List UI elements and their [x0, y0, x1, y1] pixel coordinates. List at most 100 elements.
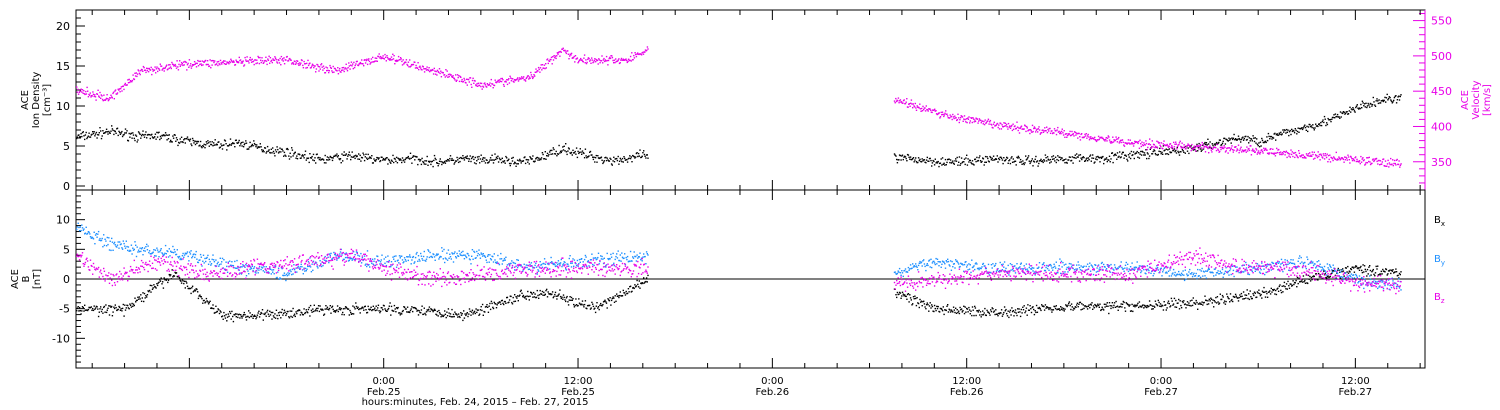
bx-point: [898, 293, 900, 295]
velocity-point: [112, 91, 115, 93]
velocity-point: [589, 60, 591, 62]
bx-point: [277, 312, 280, 314]
bx-point: [592, 303, 594, 305]
by-point: [92, 238, 95, 240]
bx-point: [519, 290, 522, 293]
velocity-point: [983, 123, 986, 126]
velocity-point: [588, 57, 590, 60]
bx-point: [969, 313, 971, 315]
velocity-point: [1143, 142, 1145, 144]
bx-point: [393, 310, 395, 312]
velocity-point: [1086, 137, 1088, 139]
bx-point: [1135, 305, 1138, 307]
density-point: [1002, 162, 1004, 165]
bx-point: [167, 279, 170, 281]
velocity-point: [1138, 147, 1141, 149]
bx-point: [257, 312, 259, 314]
bx-point: [94, 307, 97, 309]
bx-point: [283, 312, 285, 314]
bx-point: [990, 309, 992, 311]
velocity-point: [598, 59, 601, 61]
velocity-point: [1336, 159, 1338, 161]
velocity-point: [116, 93, 118, 95]
velocity-point: [1112, 141, 1115, 143]
velocity-point: [1309, 155, 1312, 157]
density-point: [908, 156, 910, 158]
bx-point: [1370, 274, 1372, 276]
velocity-point: [959, 117, 962, 119]
velocity-point: [1303, 155, 1306, 158]
bx-point: [375, 305, 377, 307]
density-point: [929, 157, 931, 160]
bx-point: [492, 306, 494, 309]
bx-point: [390, 305, 393, 308]
density-point: [463, 157, 465, 159]
density-point: [135, 135, 138, 137]
velocity-point: [1157, 141, 1159, 143]
velocity-point: [1011, 124, 1013, 127]
density-point: [1380, 100, 1382, 102]
density-point: [245, 140, 247, 142]
velocity-point: [904, 102, 907, 105]
density-point: [1193, 146, 1195, 148]
velocity-point: [448, 75, 450, 78]
bx-point: [332, 308, 334, 311]
velocity-point: [1309, 152, 1311, 154]
density-point: [1303, 125, 1305, 128]
density-point: [190, 143, 192, 145]
bx-point: [269, 314, 272, 316]
bx-point: [224, 317, 227, 319]
bx-point: [1318, 276, 1321, 278]
velocity-point: [1116, 138, 1118, 140]
bx-point: [1125, 302, 1127, 304]
bx-point: [134, 297, 136, 299]
density-point: [1124, 154, 1127, 156]
velocity-point: [1140, 145, 1142, 148]
velocity-point: [250, 59, 252, 61]
density-point: [422, 160, 424, 163]
bx-point: [477, 309, 479, 311]
velocity-point: [916, 105, 918, 107]
bx-point: [361, 306, 364, 308]
bx-point: [1126, 302, 1128, 305]
density-point: [605, 156, 607, 159]
velocity-point: [240, 62, 242, 64]
velocity-point: [1028, 129, 1030, 131]
density-point: [1377, 100, 1379, 102]
velocity-point: [197, 65, 200, 67]
bx-point: [1277, 290, 1280, 292]
bx-point: [513, 300, 515, 303]
density-point: [1218, 139, 1221, 141]
bx-point: [351, 313, 353, 315]
velocity-point: [1145, 142, 1148, 145]
velocity-point: [477, 85, 479, 87]
bx-point: [1101, 306, 1103, 308]
density-point: [1367, 102, 1369, 105]
density-point: [318, 158, 321, 161]
bx-point: [1159, 305, 1161, 307]
bx-point: [301, 313, 304, 316]
density-point: [508, 158, 510, 160]
density-point: [1066, 162, 1068, 164]
density-point: [1235, 138, 1237, 141]
density-point: [1057, 159, 1060, 162]
bx-point: [586, 307, 588, 310]
velocity-point: [489, 82, 491, 84]
bx-point: [917, 302, 920, 305]
velocity-point: [636, 53, 638, 55]
velocity-point: [470, 83, 472, 86]
velocity-point: [1392, 159, 1394, 161]
bx-point: [627, 288, 630, 290]
bx-point: [589, 304, 591, 307]
bx-point: [1005, 308, 1007, 311]
density-point: [1091, 157, 1093, 159]
density-point: [917, 157, 920, 159]
velocity-point: [339, 67, 341, 70]
velocity-point: [188, 59, 191, 61]
velocity-point: [1059, 132, 1061, 135]
by-point: [234, 267, 237, 269]
velocity-point: [306, 66, 308, 69]
bx-point: [412, 310, 414, 313]
bx-point: [637, 286, 640, 288]
density-point: [1332, 116, 1334, 119]
